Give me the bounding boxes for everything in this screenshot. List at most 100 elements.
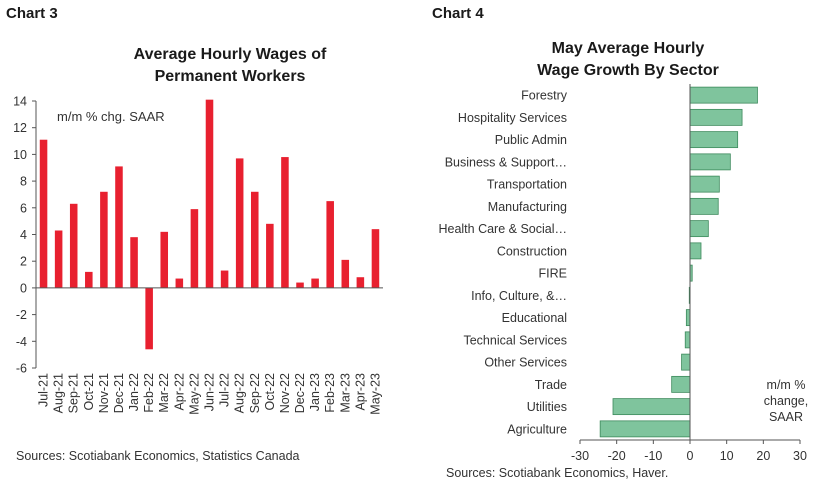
chart4-x-tick-label: -10: [644, 449, 662, 463]
chart4-label: Chart 4: [432, 5, 484, 22]
chart4-category-label: FIRE: [539, 267, 567, 281]
chart3-bar: [54, 230, 63, 288]
chart4-bar: [689, 220, 709, 238]
chart4-annotation-line1: m/m %: [767, 378, 806, 392]
chart3-bar: [281, 157, 289, 288]
chart4-category-label: Trade: [535, 378, 567, 392]
chart4-category-label: Hospitality Services: [458, 111, 567, 125]
chart4-bar: [671, 375, 691, 393]
chart3-bar: [190, 209, 199, 288]
chart4-category-label: Manufacturing: [488, 200, 567, 214]
chart3-x-tick-label: Dec-21: [112, 373, 126, 413]
chart3-title-line2: Permanent Workers: [154, 68, 306, 85]
chart3-y-tick-label: 14: [13, 95, 27, 109]
chart3-y-tick-label: 8: [20, 175, 27, 189]
chart4-bar: [684, 331, 691, 349]
chart4-bar: [689, 153, 731, 171]
chart4-category-label: Agriculture: [507, 422, 567, 436]
chart4-x-tick-label: 20: [756, 449, 770, 463]
chart4-annotation-line3: SAAR: [769, 410, 803, 424]
chart3-x-tick-label: Mar-22: [157, 373, 171, 413]
chart3-x-tick-label: Jul-21: [37, 373, 51, 407]
chart4-bar: [689, 197, 719, 215]
chart3-x-tick-label: Sep-22: [248, 373, 262, 413]
chart3-x-tick-label: May-22: [187, 373, 201, 415]
chart3-x-tick-label: Oct-22: [263, 373, 277, 411]
chart4-title-line1: May Average Hourly: [551, 40, 705, 57]
chart3-bar: [371, 229, 380, 288]
chart3-bar: [175, 278, 184, 288]
chart3-x-tick-label: Sep-21: [67, 373, 81, 413]
chart4-x-tick-label: 30: [793, 449, 807, 463]
chart3-x-tick-label: Jul-22: [218, 373, 232, 407]
chart3-x-tick-label: Feb-23: [323, 373, 337, 413]
chart3-x-tick-label: Jun-22: [203, 373, 217, 411]
chart3-bar: [39, 139, 48, 288]
chart4-annotation-line2: change,: [764, 394, 808, 408]
chart3-title-line1: Average Hourly Wages of: [133, 46, 327, 63]
chart4-category-label: Forestry: [521, 89, 568, 103]
chart4-category-label: Technical Services: [463, 333, 567, 347]
chart3-x-tick-label: Feb-22: [142, 373, 156, 413]
chart3-y-tick-label: -4: [16, 335, 27, 349]
chart3-bar: [326, 201, 334, 288]
chart3-y-tick-label: 12: [13, 121, 27, 135]
chart4-bar: [685, 309, 691, 327]
chart3-x-tick-label: Mar-23: [338, 373, 352, 413]
chart3-x-tick-label: Nov-21: [97, 373, 111, 413]
chart4-x-tick-label: -20: [608, 449, 626, 463]
chart4-bar: [689, 108, 743, 126]
chart4-category-label: Transportation: [487, 178, 567, 192]
chart3-bar: [296, 282, 304, 288]
chart4-category-label: Health Care & Social…: [438, 222, 567, 236]
chart4-x-tick-label: -30: [571, 449, 589, 463]
chart4-category-label: Utilities: [527, 400, 567, 414]
chart4-category-label: Info, Culture, &…: [471, 289, 567, 303]
chart4-category-label: Construction: [497, 244, 567, 258]
chart3-bar: [85, 271, 93, 288]
chart3-x-tick-label: Aug-22: [233, 373, 247, 413]
chart3-bar: [160, 231, 169, 288]
chart4-category-label: Other Services: [484, 356, 567, 370]
chart3-x-tick-label: Apr-22: [172, 373, 186, 411]
chart3-y-tick-label: 2: [20, 255, 27, 269]
chart4-category-label: Educational: [502, 311, 567, 325]
chart3-bar: [356, 277, 365, 288]
chart4-bar: [599, 420, 691, 438]
chart4-bar: [689, 86, 758, 104]
chart3-x-tick-label: Oct-21: [82, 373, 96, 411]
chart3-x-tick-label: Nov-22: [278, 373, 292, 413]
chart3-label: Chart 3: [6, 5, 58, 22]
chart4-x-tick-label: 0: [687, 449, 694, 463]
chart4-bar: [689, 242, 702, 260]
chart3-y-tick-label: -2: [16, 308, 27, 322]
chart3-bar: [311, 278, 319, 288]
chart4-x-tick-label: 10: [720, 449, 734, 463]
chart4-title: May Average Hourly Wage Growth By Sector: [478, 38, 778, 82]
chart3-title: Average Hourly Wages of Permanent Worker…: [60, 44, 400, 88]
chart3-y-tick-label: 10: [13, 148, 27, 162]
chart3-bar: [266, 223, 274, 288]
chart3-bar: [235, 158, 244, 288]
chart3-bar: [220, 270, 229, 288]
chart4-source: Sources: Scotiabank Economics, Haver.: [446, 466, 669, 480]
chart3-x-tick-label: Aug-21: [52, 373, 66, 413]
chart3-x-tick-label: Dec-22: [293, 373, 307, 413]
chart3-y-tick-label: 4: [20, 228, 27, 242]
chart4-category-label: Public Admin: [495, 133, 567, 147]
chart3-bar: [130, 237, 138, 288]
chart4-title-line2: Wage Growth By Sector: [537, 62, 719, 79]
chart3-y-tick-label: 6: [20, 201, 27, 215]
chart4-bar: [689, 131, 739, 149]
chart3-bar: [69, 203, 78, 288]
chart4-category-label: Business & Support…: [445, 155, 567, 169]
chart4-bar: [689, 175, 720, 193]
chart3-source: Sources: Scotiabank Economics, Statistic…: [16, 449, 300, 463]
chart3-x-tick-label: Jan-22: [127, 373, 141, 411]
chart3-bar: [341, 259, 350, 288]
chart3-bar: [250, 191, 259, 288]
chart3-bar: [100, 191, 108, 288]
chart3-y-tick-label: 0: [20, 281, 27, 295]
